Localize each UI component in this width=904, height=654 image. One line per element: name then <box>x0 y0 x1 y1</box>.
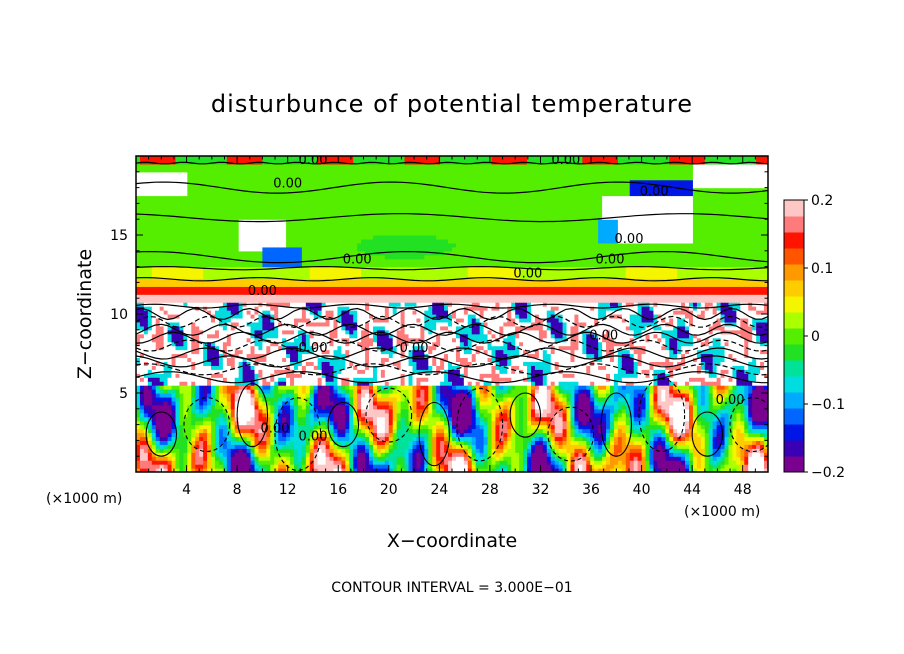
x-axis-label: X−coordinate <box>387 530 517 552</box>
colorbar <box>784 200 804 473</box>
colorbar-segment <box>784 232 804 249</box>
contour-value-label: 0.00 <box>248 284 277 299</box>
x-tick-label: 24 <box>430 482 448 498</box>
x-tick-label: 40 <box>633 482 651 498</box>
contour-value-label: 0.00 <box>596 252 625 267</box>
x-tick-labels: 4 8 12 16 20 24 28 32 36 40 44 48 <box>182 482 752 498</box>
contour-value-label: 0.00 <box>299 153 328 168</box>
colorbar-segment <box>784 440 804 457</box>
x-tick-label: 12 <box>279 482 297 498</box>
y-tick-labels: 5 10 15 <box>110 228 128 402</box>
contour-value-label: 0.00 <box>513 267 542 282</box>
colorbar-tick-labels: 0.2 0.1 0 −0.1 −0.2 <box>804 193 845 481</box>
x-tick-label: 16 <box>329 482 347 498</box>
contour-value-label: 0.00 <box>551 153 580 168</box>
colorbar-segment <box>784 200 804 217</box>
colorbar-segment <box>784 456 804 473</box>
x-unit-label-left: (×1000 m) <box>46 491 122 507</box>
colorbar-segment <box>784 328 804 345</box>
x-tick-label: 28 <box>481 482 499 498</box>
colorbar-segment <box>784 424 804 441</box>
x-tick-label: 44 <box>683 482 701 498</box>
y-tick-label: 15 <box>110 228 128 244</box>
colorbar-tick-label: 0.1 <box>811 261 833 277</box>
x-tick-label: 4 <box>182 482 191 498</box>
y-tick-label: 5 <box>119 386 128 402</box>
colorbar-tick-label: 0.2 <box>811 193 833 209</box>
x-unit-label-right: (×1000 m) <box>684 504 760 520</box>
y-axis-label: Z−coordinate <box>74 249 96 379</box>
colorbar-segment <box>784 392 804 409</box>
chart-title: disturbunce of potential temperature <box>211 90 693 118</box>
contour-value-label: 0.00 <box>589 328 618 343</box>
tick-marks <box>136 156 768 472</box>
x-tick-label: 36 <box>582 482 600 498</box>
contour-label-layer: 0.00 0.00 0.00 0.00 0.00 0.00 0.00 0.00 0.00 0.00… <box>248 153 745 444</box>
contour-value-label: 0.00 <box>400 341 429 356</box>
contour-value-label: 0.00 <box>299 341 328 356</box>
x-tick-label: 48 <box>734 482 752 498</box>
colorbar-segment <box>784 360 804 377</box>
colorbar-segment <box>784 296 804 313</box>
contour-value-label: 0.00 <box>261 422 290 437</box>
y-tick-label: 10 <box>110 307 128 323</box>
colorbar-segment <box>784 280 804 297</box>
plot-area: 0.00 0.00 0.00 0.00 0.00 0.00 0.00 0.00 0.00 0.00… <box>136 153 768 472</box>
colorbar-segment <box>784 376 804 393</box>
contour-layer <box>136 161 768 471</box>
contour-value-label: 0.00 <box>343 252 372 267</box>
contour-value-label: 0.00 <box>640 185 669 200</box>
colorbar-tick-label: −0.1 <box>811 397 845 413</box>
field-layer <box>136 156 768 472</box>
colorbar-segment <box>784 344 804 361</box>
colorbar-segment <box>784 264 804 281</box>
contour-value-label: 0.00 <box>299 429 328 444</box>
x-tick-label: 32 <box>532 482 550 498</box>
colorbar-segment <box>784 248 804 265</box>
contour-value-label: 0.00 <box>273 177 302 192</box>
colorbar-tick-label: −0.2 <box>811 465 845 481</box>
x-tick-label: 8 <box>233 482 242 498</box>
colorbar-tick-label: 0 <box>811 329 820 345</box>
x-tick-label: 20 <box>380 482 398 498</box>
colorbar-segment <box>784 216 804 233</box>
contour-value-label: 0.00 <box>716 393 745 408</box>
contour-interval-note: CONTOUR INTERVAL = 3.000E−01 <box>331 580 572 596</box>
colorbar-segment <box>784 408 804 425</box>
contour-value-label: 0.00 <box>615 232 644 247</box>
colorbar-segment <box>784 312 804 329</box>
